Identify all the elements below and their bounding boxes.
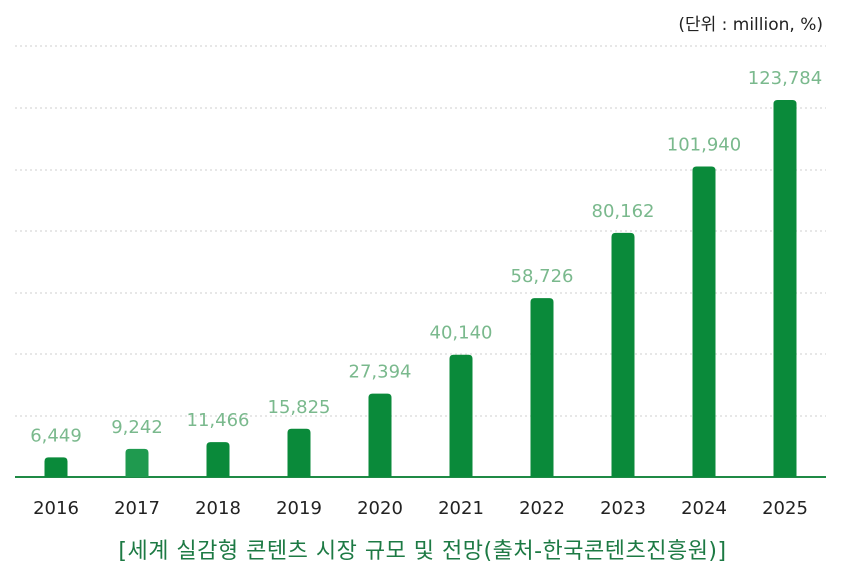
value-label-2016: 6,449 [30, 425, 82, 446]
value-label-2017: 9,242 [111, 417, 163, 438]
value-label-2020: 27,394 [349, 362, 412, 383]
x-tick-label-2018: 2018 [195, 498, 241, 519]
bar-2022 [530, 298, 554, 477]
x-tick-label-2022: 2022 [519, 498, 565, 519]
bar-2024 [692, 166, 716, 478]
chart-caption: [세계 실감형 콘텐츠 시장 규모 및 전망(출처-한국콘텐츠진흥원)] [0, 533, 845, 565]
bar-2017 [125, 448, 149, 477]
caption-open-bracket: [ [118, 539, 128, 564]
value-label-2024: 101,940 [667, 135, 741, 156]
x-tick-label-2017: 2017 [114, 498, 160, 519]
caption-close-bracket: ] [717, 539, 727, 564]
x-tick-label-2023: 2023 [600, 498, 646, 519]
bar-2020 [368, 393, 392, 477]
x-tick-label-2016: 2016 [33, 498, 79, 519]
x-tick-label-2025: 2025 [762, 498, 808, 519]
unit-label: (단위 : million, %) [678, 15, 823, 35]
bar-2023 [611, 232, 635, 477]
x-tick-label-2024: 2024 [681, 498, 727, 519]
bar-2025 [773, 100, 797, 477]
bar-2021 [449, 354, 473, 477]
bar-chart: 6,449 2016 9,242 2017 11,466 2018 15,825 2019 27… [15, 45, 826, 519]
x-tick-label-2021: 2021 [438, 498, 484, 519]
value-label-2022: 58,726 [511, 266, 574, 287]
value-label-2019: 15,825 [268, 397, 331, 418]
value-label-2023: 80,162 [592, 201, 655, 222]
x-tick-label-2020: 2020 [357, 498, 403, 519]
x-tick-label-2019: 2019 [276, 498, 322, 519]
value-label-2018: 11,466 [187, 410, 250, 431]
bar-2019 [287, 428, 311, 477]
value-label-2021: 40,140 [430, 323, 493, 344]
value-label-2025: 123,784 [748, 68, 822, 89]
bar-2018 [206, 442, 230, 477]
bar-2016 [44, 457, 68, 477]
caption-text: 세계 실감형 콘텐츠 시장 규모 및 전망(출처-한국콘텐츠진흥원) [127, 539, 718, 564]
